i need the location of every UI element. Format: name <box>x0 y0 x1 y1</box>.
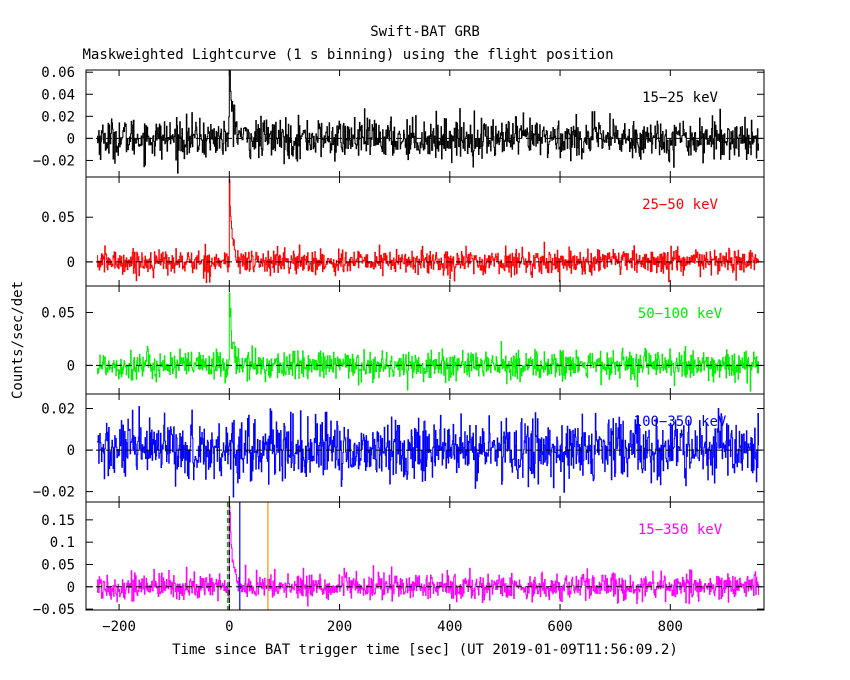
panel-frame <box>85 501 765 611</box>
x-tick-label: 800 <box>658 619 683 635</box>
y-tick-label: 0 <box>67 358 75 374</box>
panel-25-50-kev: 0 0.05 25−50 keV <box>41 176 765 287</box>
legend-label: 15−25 keV <box>642 90 718 106</box>
y-tick-label: 0 <box>67 443 75 459</box>
y-tick-label: −0.05 <box>33 602 75 618</box>
panel-100-350-kev: −0.02 0 0.02 100−350 keV <box>33 393 765 503</box>
x-axis-label: Time since BAT trigger time [sec] (UT 20… <box>172 642 678 658</box>
series-line <box>97 505 759 607</box>
y-tick-label: 0 <box>67 255 75 271</box>
series-line <box>97 179 759 284</box>
panel-frame <box>85 285 765 395</box>
y-axis-label: Counts/sec/det <box>10 281 26 399</box>
panel-15-350-kev: −0.05 0 0.05 0.1 0.15 15−350 keV <box>33 501 765 618</box>
y-tick-label: 0.05 <box>41 210 75 226</box>
chart-title: Swift-BAT GRB <box>370 24 480 40</box>
x-tick-label: 600 <box>547 619 572 635</box>
legend-label: 25−50 keV <box>642 197 718 213</box>
y-tick-label: 0.05 <box>41 557 75 573</box>
legend-label: 100−350 keV <box>634 414 727 430</box>
chart-subtitle: Maskweighted Lightcurve (1 s binning) us… <box>82 47 613 63</box>
y-tick-label: 0.1 <box>50 535 75 551</box>
x-tick-label: 200 <box>327 619 352 635</box>
x-axis: −200 0 200 400 600 800 <box>102 619 683 635</box>
panel-frame <box>85 69 765 178</box>
y-tick-label: 0.05 <box>41 305 75 321</box>
panel-50-100-kev: 0 0.05 50−100 keV <box>41 285 765 395</box>
x-tick-label: 400 <box>437 619 462 635</box>
series-line <box>97 292 759 392</box>
y-tick-label: 0.04 <box>41 87 75 103</box>
panel-15-25-kev: −0.02 0 0.02 0.04 0.06 15−25 keV <box>33 65 765 178</box>
y-tick-label: 0 <box>67 580 75 596</box>
legend-label: 50−100 keV <box>638 306 723 322</box>
x-tick-label: 0 <box>225 619 233 635</box>
panels: −0.02 0 0.02 0.04 0.06 15−25 keV 0 0.05 25−50 ke… <box>33 65 765 618</box>
y-tick-label: 0.02 <box>41 402 75 418</box>
series-line <box>97 70 759 174</box>
series-line <box>97 406 759 498</box>
legend-label: 15−350 keV <box>638 522 723 538</box>
y-tick-label: 0.02 <box>41 109 75 125</box>
y-tick-label: 0.06 <box>41 65 75 81</box>
y-tick-label: 0.15 <box>41 513 75 529</box>
panel-frame <box>85 176 765 287</box>
x-tick-label: −200 <box>102 619 136 635</box>
y-tick-label: −0.02 <box>33 153 75 169</box>
y-tick-label: −0.02 <box>33 485 75 501</box>
y-tick-label: 0 <box>67 131 75 147</box>
